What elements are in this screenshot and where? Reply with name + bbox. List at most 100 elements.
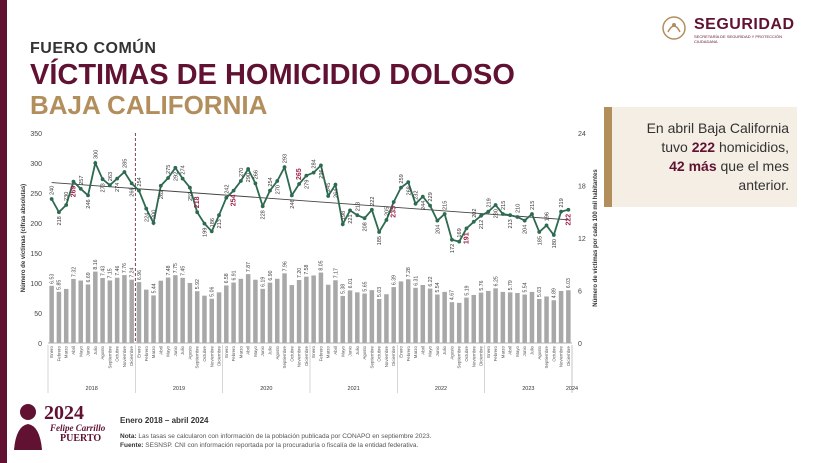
- month-tick-label: Diciembre: [304, 345, 309, 365]
- year-label: 2021: [348, 386, 360, 392]
- month-tick-label: Enero: [136, 345, 141, 357]
- rate-bar: [63, 288, 69, 343]
- victims-point: [268, 188, 272, 193]
- rate-bar-label: 6.19: [260, 277, 266, 287]
- brand-last: PUERTO: [60, 433, 102, 444]
- rate-bar: [493, 288, 498, 343]
- y-left-tick-label: 50: [34, 311, 42, 318]
- victims-point: [180, 176, 185, 181]
- rate-bar-label: 5.54: [435, 282, 441, 292]
- victims-point-label: 273: [101, 183, 107, 192]
- callout-line-1: En abril Baja California: [646, 120, 789, 136]
- victims-point: [64, 203, 69, 207]
- rate-bar: [340, 295, 346, 343]
- rate-bar: [136, 282, 142, 343]
- month-tick-label: Diciembre: [479, 345, 484, 365]
- victims-point: [115, 176, 120, 181]
- month-tick-label: Mayo: [78, 345, 83, 356]
- rate-bar-label: 6.25: [493, 276, 499, 286]
- rate-bar-label: 7.87: [246, 262, 252, 272]
- victims-point: [289, 193, 294, 198]
- victims-point: [319, 163, 323, 168]
- victims-point: [137, 188, 141, 193]
- rate-bar: [49, 285, 54, 343]
- rate-bar-label: 7.17: [333, 268, 339, 278]
- victims-point: [107, 183, 112, 188]
- rate-bar: [93, 271, 98, 343]
- rate-bar: [413, 287, 418, 343]
- month-tick-label: Marzo: [413, 345, 418, 358]
- victims-point-label: 244: [421, 201, 427, 210]
- victims-point: [326, 194, 331, 198]
- rate-bar: [180, 277, 185, 343]
- rate-bar: [566, 290, 571, 343]
- rate-bar: [56, 291, 62, 343]
- month-tick-label: Marzo: [500, 345, 505, 358]
- rate-bar-label: 5.19: [464, 285, 470, 295]
- y-right-axis-title: Número de víctimas por cada 100 mil habi…: [593, 169, 599, 307]
- rate-bar: [318, 272, 324, 343]
- month-tick-label: Abril: [508, 346, 513, 355]
- rate-bar: [78, 280, 84, 343]
- month-tick-label: Junio: [348, 345, 353, 356]
- rate-bar-label: 4.89: [552, 288, 558, 298]
- month-tick-label: Marzo: [151, 345, 156, 358]
- month-tick-label: Agosto: [537, 345, 542, 359]
- victims-point: [71, 179, 76, 184]
- rate-bar: [529, 291, 535, 343]
- victims-point-label: 198: [341, 211, 347, 220]
- month-tick-label: Octubre: [202, 345, 207, 361]
- victims-point: [224, 195, 229, 200]
- callout-value: 222: [691, 139, 716, 155]
- victims-point: [129, 181, 134, 186]
- victims-point-label: 210: [515, 204, 521, 213]
- victims-point-label: 172: [450, 244, 456, 253]
- rate-bar-label: 7.58: [304, 264, 310, 274]
- victims-point-label: 232: [414, 190, 420, 199]
- victims-point-label: 213: [508, 219, 514, 228]
- victims-point-label: 221: [348, 214, 354, 223]
- victims-point: [522, 218, 527, 223]
- victims-point: [508, 213, 513, 218]
- victims-point: [166, 176, 170, 180]
- victims-point: [297, 182, 301, 186]
- rate-bar: [536, 298, 542, 343]
- victims-point-label: 204: [435, 225, 441, 234]
- month-tick-label: Octubre: [377, 345, 382, 361]
- rate-bar-label: 6.31: [413, 276, 419, 286]
- year-label: 2018: [86, 386, 98, 392]
- victims-point-label: 185: [377, 236, 383, 245]
- rate-bar: [435, 294, 440, 343]
- footer-period: Enero 2018 – abril 2024: [120, 416, 209, 425]
- month-tick-label: Febrero: [231, 345, 236, 361]
- victims-point-label: 266: [130, 187, 136, 196]
- callout-line-3: 42 más que el mes: [669, 158, 789, 174]
- rate-bar: [376, 298, 382, 343]
- victims-point: [450, 237, 454, 242]
- summary-callout: En abril Baja California tuvo 222 homici…: [604, 107, 797, 207]
- victims-point-label: 222: [370, 196, 376, 205]
- victims-point: [260, 204, 265, 209]
- y-left-tick-label: 250: [30, 191, 42, 198]
- victims-point: [144, 206, 149, 211]
- victims-point-label: 196: [545, 212, 551, 221]
- victims-point: [217, 213, 221, 218]
- victims-point: [551, 233, 556, 237]
- rate-bar: [100, 277, 105, 343]
- month-tick-label: Julio: [93, 345, 98, 355]
- rate-bar: [224, 285, 229, 343]
- victims-point: [100, 177, 105, 182]
- victims-point-label: 215: [501, 201, 507, 210]
- rate-bar-label: 7.15: [108, 268, 114, 278]
- month-tick-label: Febrero: [318, 345, 323, 361]
- victims-point-label: 246: [86, 199, 92, 208]
- rate-bar: [544, 296, 549, 343]
- month-tick-label: Noviembre: [209, 345, 214, 367]
- rate-bar-label: 5.03: [537, 287, 543, 297]
- month-tick-label: Julio: [442, 345, 447, 355]
- month-tick-label: Noviembre: [559, 345, 564, 367]
- victims-point-label: 275: [166, 165, 172, 174]
- month-tick-label: Noviembre: [297, 345, 302, 367]
- month-tick-label: Noviembre: [471, 345, 476, 367]
- y-right-tick-label: 24: [578, 131, 586, 138]
